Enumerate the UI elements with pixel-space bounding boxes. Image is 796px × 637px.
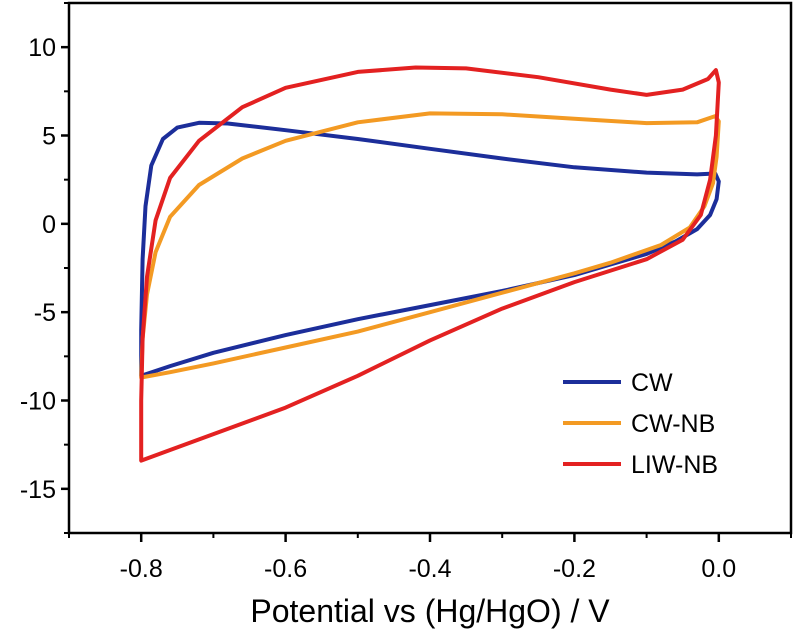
x-tick-label: -0.6 — [264, 555, 307, 583]
series-line-cw — [139, 120, 721, 378]
legend-label-liw-nb: LIW-NB — [631, 451, 718, 479]
y-tick-label: -5 — [34, 299, 56, 327]
y-tick-label: -15 — [20, 476, 56, 504]
axes-layer: -0.8 -0.6 -0.4 -0.2 0.0 10 5 0 -5 -10 -15 — [20, 2, 792, 583]
x-tick-label: -0.2 — [553, 555, 596, 583]
y-tick-label: 0 — [42, 211, 56, 239]
x-axis-title: Potential vs (Hg/HgO) / V — [250, 593, 610, 629]
series-line-cw-nb — [139, 111, 721, 380]
y-tick-label: 10 — [28, 34, 56, 62]
x-tick-label: 0.0 — [701, 555, 736, 583]
legend: CW CW-NB LIW-NB — [563, 369, 718, 479]
series-line-liw-nb — [139, 65, 721, 463]
x-tick-label: -0.4 — [408, 555, 451, 583]
legend-label-cw: CW — [631, 369, 673, 397]
y-tick-label: 5 — [42, 123, 56, 151]
x-tick-label: -0.8 — [120, 555, 163, 583]
y-tick-label: -10 — [20, 388, 56, 416]
legend-label-cw-nb: CW-NB — [631, 410, 715, 438]
curves-layer — [139, 65, 721, 463]
